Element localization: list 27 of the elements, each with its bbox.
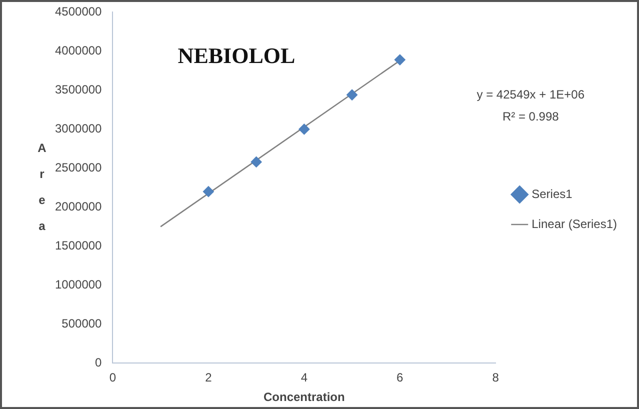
point — [298, 124, 310, 135]
text: R² = 0.998 — [502, 110, 560, 124]
point — [202, 186, 214, 198]
text: NEBIOLOL — [178, 42, 296, 68]
legend-label: Linear (Series1) — [532, 216, 618, 231]
y-axis-title: Area — [38, 141, 47, 234]
x-axis-title: Concentration — [264, 390, 345, 404]
x-tick-label: 6 — [396, 370, 404, 385]
point — [346, 89, 358, 100]
y-tick-label: 0 — [95, 356, 102, 370]
y-tick-label: 4000000 — [55, 44, 102, 58]
y-tick-label: 4500000 — [55, 4, 102, 19]
y-tick-label: 1000000 — [55, 278, 102, 292]
point — [250, 156, 262, 168]
annotation: y = 42549x + 1E+06 — [476, 88, 585, 102]
x-tick-label: 2 — [205, 370, 212, 385]
y-tick-label: 3000000 — [55, 122, 102, 136]
y-tick-label: 500000 — [62, 316, 102, 331]
y-tick-label: 3500000 — [55, 82, 102, 97]
point — [394, 54, 406, 66]
y-tick-label: 2000000 — [55, 200, 102, 214]
x-tick-label: 4 — [300, 370, 308, 385]
y-tick-label: 2500000 — [55, 160, 102, 175]
legend-label: Series1 — [532, 186, 573, 201]
y-tick-label: 1500000 — [55, 238, 102, 253]
x-tick-label: 8 — [492, 370, 500, 385]
x-tick-label: 0 — [109, 370, 116, 385]
